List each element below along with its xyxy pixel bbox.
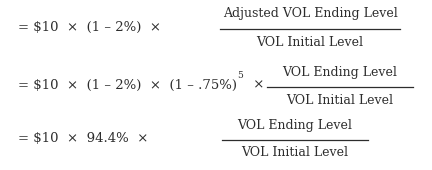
Text: = $10  ×  (1 – 2%)  ×  (1 – .75%): = $10 × (1 – 2%) × (1 – .75%)	[18, 79, 237, 91]
Text: VOL Initial Level: VOL Initial Level	[257, 36, 363, 48]
Text: Adjusted VOL Ending Level: Adjusted VOL Ending Level	[222, 7, 397, 21]
Text: VOL Initial Level: VOL Initial Level	[286, 94, 394, 106]
Text: VOL Ending Level: VOL Ending Level	[238, 118, 353, 132]
Text: ×: ×	[249, 79, 264, 91]
Text: VOL Ending Level: VOL Ending Level	[283, 65, 397, 79]
Text: 5: 5	[237, 72, 243, 81]
Text: = $10  ×  (1 – 2%)  ×: = $10 × (1 – 2%) ×	[18, 21, 161, 33]
Text: = $10  ×  94.4%  ×: = $10 × 94.4% ×	[18, 132, 148, 144]
Text: VOL Initial Level: VOL Initial Level	[241, 147, 349, 159]
